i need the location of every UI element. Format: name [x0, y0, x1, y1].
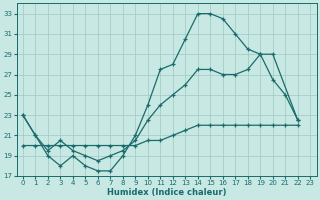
X-axis label: Humidex (Indice chaleur): Humidex (Indice chaleur)	[107, 188, 226, 197]
